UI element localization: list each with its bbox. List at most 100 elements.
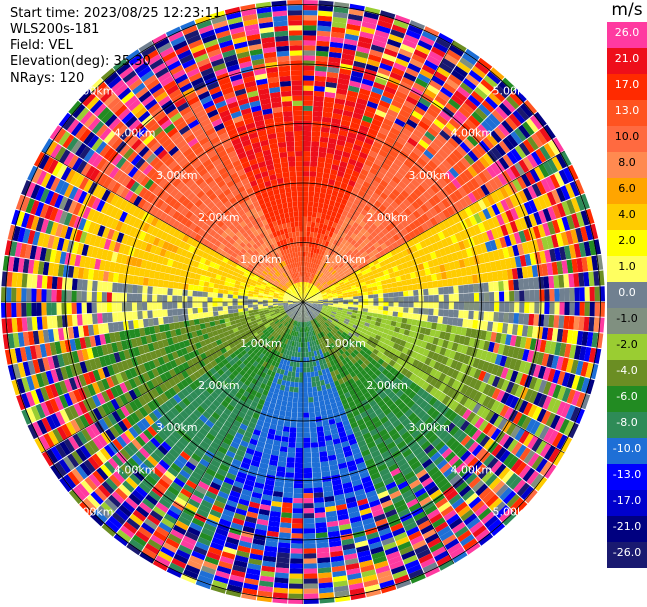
velocity-gate — [325, 258, 331, 264]
velocity-gate — [322, 274, 327, 280]
velocity-gate — [307, 298, 313, 301]
velocity-gate — [317, 277, 322, 283]
velocity-gate — [501, 120, 514, 134]
velocity-gate — [290, 558, 303, 564]
velocity-gate — [310, 291, 315, 296]
velocity-gate — [283, 492, 293, 498]
velocity-gate — [377, 20, 393, 29]
velocity-gate — [526, 265, 534, 278]
velocity-gate — [584, 287, 590, 302]
velocity-gate — [542, 208, 552, 222]
velocity-gate — [445, 170, 456, 182]
velocity-gate — [437, 177, 448, 188]
velocity-gate — [285, 472, 294, 478]
velocity-gate — [534, 289, 540, 302]
velocity-gate — [461, 183, 472, 195]
velocity-gate — [426, 55, 441, 67]
velocity-gate — [539, 302, 545, 314]
velocity-gate — [406, 195, 415, 204]
velocity-gate — [306, 262, 310, 268]
velocity-gate — [415, 197, 424, 207]
velocity-gate — [316, 171, 324, 178]
velocity-gate — [408, 290, 414, 297]
velocity-gate — [303, 298, 307, 302]
velocity-gate — [323, 262, 328, 269]
velocity-gate — [328, 298, 334, 301]
velocity-gate — [470, 131, 482, 144]
velocity-gate — [421, 320, 428, 328]
velocity-gate — [313, 201, 319, 208]
velocity-gate — [292, 366, 297, 373]
velocity-gate — [353, 242, 360, 249]
velocity-gate — [388, 213, 397, 221]
velocity-gate — [318, 441, 326, 448]
velocity-gate — [539, 250, 547, 264]
velocity-gate — [317, 298, 323, 301]
velocity-gate — [424, 200, 433, 210]
velocity-gate — [367, 171, 376, 180]
velocity-gate — [451, 213, 460, 224]
velocity-gate — [393, 292, 399, 297]
velocity-gate — [329, 268, 335, 274]
velocity-gate — [307, 211, 313, 217]
velocity-gate — [315, 176, 323, 183]
velocity-gate — [333, 6, 349, 14]
velocity-gate — [303, 206, 308, 212]
velocity-gate — [316, 233, 321, 239]
velocity-gate — [303, 508, 315, 514]
velocity-gate — [392, 265, 399, 273]
velocity-gate — [352, 221, 359, 229]
velocity-gate — [323, 198, 330, 205]
velocity-gate — [319, 141, 328, 148]
velocity-gate — [437, 256, 444, 266]
velocity-gate — [498, 281, 504, 292]
velocity-gate — [404, 141, 415, 151]
velocity-gate — [347, 90, 359, 98]
velocity-gate — [388, 302, 394, 307]
velocity-gate — [303, 75, 315, 81]
velocity-gate — [291, 523, 303, 529]
velocity-gate — [321, 116, 332, 123]
velocity-gate — [417, 314, 424, 321]
velocity-gate — [318, 10, 333, 17]
velocity-gate — [471, 162, 482, 175]
velocity-gate — [400, 163, 411, 173]
velocity-gate — [313, 274, 317, 280]
velocity-gate — [429, 207, 438, 217]
velocity-gate — [303, 5, 318, 11]
velocity-gate — [313, 232, 318, 238]
velocity-gate — [332, 296, 338, 299]
velocity-gate — [388, 166, 398, 176]
velocity-gate — [529, 115, 543, 130]
velocity-gate — [397, 264, 404, 271]
velocity-gate — [311, 285, 315, 290]
velocity-gate — [367, 227, 374, 235]
velocity-gate — [412, 82, 426, 93]
velocity-gate — [518, 159, 530, 173]
velocity-gate — [280, 441, 289, 448]
velocity-gate — [454, 129, 467, 142]
velocity-gate — [328, 302, 334, 304]
velocity-gate — [440, 86, 454, 98]
velocity-gate — [376, 285, 383, 290]
velocity-gate — [594, 286, 600, 302]
velocity-gate — [315, 517, 327, 524]
velocity-gate — [343, 269, 350, 275]
velocity-gate — [407, 62, 422, 73]
velocity-gate — [465, 74, 480, 87]
velocity-gate — [396, 214, 405, 223]
velocity-gate — [408, 230, 417, 239]
velocity-gate — [348, 299, 354, 302]
velocity-gate — [297, 412, 303, 418]
velocity-gate — [398, 180, 407, 190]
velocity-gate — [385, 232, 393, 240]
velocity-gate — [375, 109, 387, 118]
velocity-gate — [418, 302, 424, 308]
velocity-gate — [318, 271, 323, 277]
velocity-gate — [315, 65, 327, 72]
velocity-gate — [303, 392, 308, 398]
velocity-gate — [551, 328, 559, 342]
velocity-gate — [330, 195, 337, 202]
velocity-gate — [360, 83, 373, 92]
velocity-gate — [303, 573, 318, 579]
